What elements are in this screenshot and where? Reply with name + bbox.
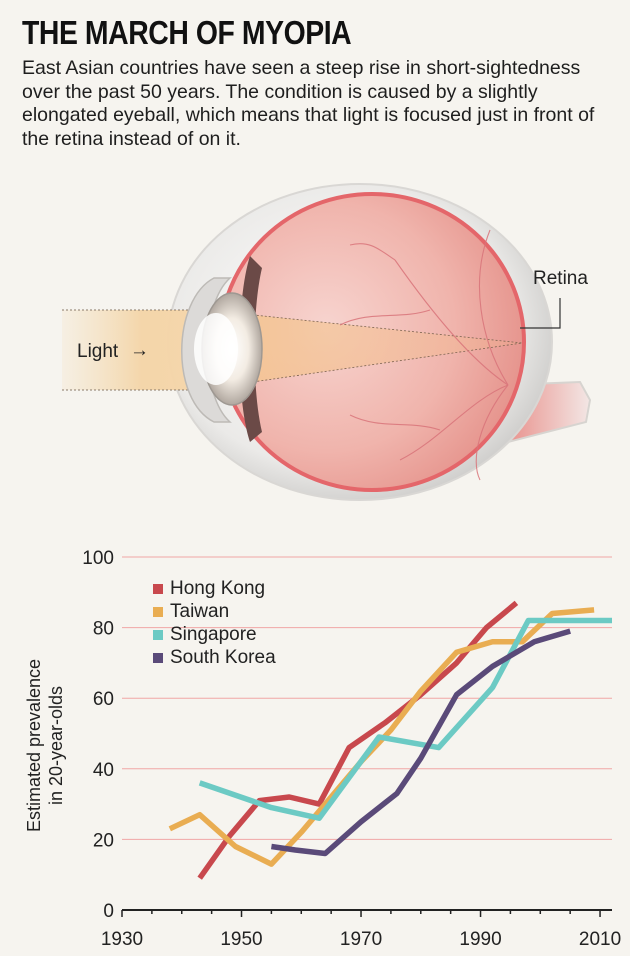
y-tick-label: 40 [93, 760, 114, 781]
y-tick-label: 60 [93, 689, 114, 710]
focus-cone [224, 311, 523, 387]
y-axis-title: Estimated prevalence in 20-year-olds [24, 659, 66, 832]
y-axis-ticks: 0 20 40 60 80 100 [82, 548, 114, 922]
x-tick-label: 1930 [101, 929, 143, 950]
retina-leader-line [520, 298, 561, 329]
legend-swatch [153, 653, 163, 663]
chart-series [168, 600, 612, 880]
light-arrow-icon: → [130, 340, 149, 361]
series-line-south-korea [271, 628, 571, 857]
light-label: Light [77, 341, 119, 362]
x-tick-label: 1970 [340, 929, 382, 950]
x-tick-label: 1950 [220, 929, 262, 950]
prevalence-line-chart: 0 20 40 60 80 100 1930 1950 1970 1990 2010 Hong K… [24, 548, 621, 950]
eye-illustration: Retina Light → [62, 183, 592, 501]
y-tick-label: 100 [82, 548, 114, 569]
chart-title: THE MARCH OF MYOPIA [22, 14, 352, 51]
y-axis-title-line: Estimated prevalence [24, 659, 44, 832]
legend-label: Singapore [170, 624, 257, 645]
legend-label: Taiwan [170, 601, 229, 622]
x-axis: 1930 1950 1970 1990 2010 [101, 909, 621, 950]
legend-label: South Korea [170, 647, 276, 668]
x-tick-label: 1990 [459, 929, 501, 950]
y-tick-label: 80 [93, 619, 114, 640]
x-tick-label: 2010 [579, 929, 621, 950]
retina-vessels [339, 229, 509, 481]
series-line-singapore [198, 617, 612, 821]
y-axis-title-line: in 20-year-olds [46, 686, 66, 805]
y-tick-label: 20 [93, 830, 114, 851]
legend-swatch [153, 630, 163, 640]
retina-label: Retina [533, 268, 588, 289]
legend-swatch [153, 584, 163, 594]
y-tick-label: 0 [103, 901, 114, 922]
chart-gridlines [122, 556, 612, 840]
legend-label: Hong Kong [170, 578, 265, 599]
chart-subtitle: East Asian countries have seen a steep r… [22, 57, 595, 150]
legend-swatch [153, 607, 163, 617]
